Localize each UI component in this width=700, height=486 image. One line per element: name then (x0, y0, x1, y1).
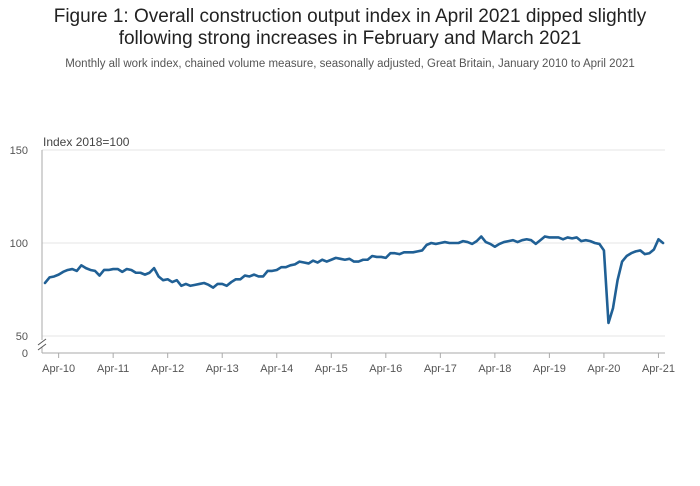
series-layer (43, 235, 665, 325)
x-tick-label-Apr-15: Apr-15 (315, 363, 348, 375)
x-tick-label-Apr-10: Apr-10 (42, 363, 75, 375)
axis-break-mark-upper (37, 338, 47, 346)
x-tick-label-Apr-19: Apr-19 (533, 363, 566, 375)
x-tick-label-Apr-21: Apr-21 (642, 363, 675, 375)
y-tick-label-150: 150 (10, 145, 28, 157)
x-tick-label-Apr-17: Apr-17 (424, 363, 457, 375)
x-tick-label-Apr-18: Apr-18 (478, 363, 511, 375)
y-tick-label-100: 100 (10, 238, 28, 250)
x-tick-label-Apr-16: Apr-16 (369, 363, 402, 375)
x-tick-label-Apr-14: Apr-14 (260, 363, 293, 375)
y-tick-label-50: 50 (16, 331, 28, 343)
axes: 0 50 100 150 Apr-10 Apr-11 Apr-12 Apr-13 Apr-14 A… (10, 145, 675, 375)
gridlines (42, 149, 665, 337)
chart-title-line-2: following strong increases in February a… (118, 28, 582, 49)
chart-subtitle: Monthly all work index, chained volume m… (65, 58, 635, 70)
y-tick-label-0: 0 (22, 348, 28, 360)
axis-break-mark-lower (37, 343, 47, 351)
chart-title: Figure 1: Overall construction output in… (0, 6, 700, 50)
chart-title-line-1: Figure 1: Overall construction output in… (53, 6, 647, 27)
x-tick-label-Apr-13: Apr-13 (206, 363, 239, 375)
x-tick-label-Apr-11: Apr-11 (97, 363, 129, 375)
x-tick-label-Apr-12: Apr-12 (151, 363, 184, 375)
series-line-all-work (43, 235, 665, 325)
y-axis-unit-label: Index 2018=100 (43, 135, 130, 149)
x-tick-label-Apr-20: Apr-20 (587, 363, 620, 375)
